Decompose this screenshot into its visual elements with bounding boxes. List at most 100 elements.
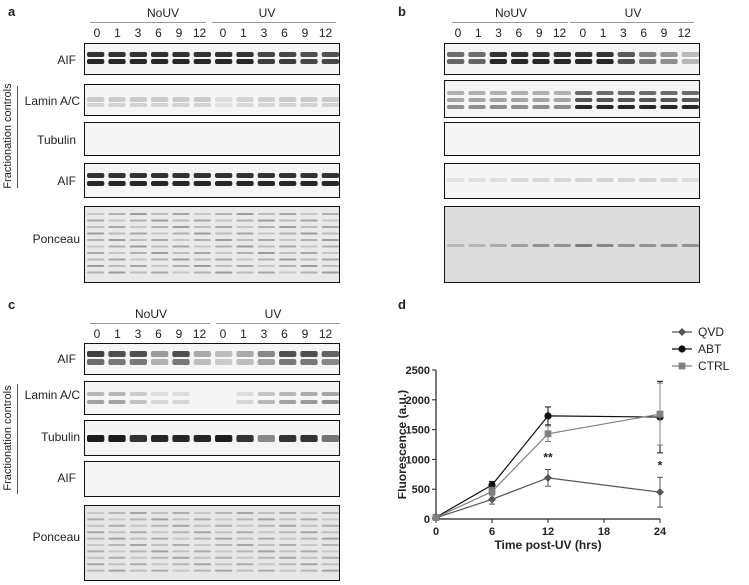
blot-band [257,556,275,559]
lane-label: 0 [93,26,101,40]
blot-band [257,239,275,241]
blot-band [236,97,254,102]
blot-band [532,98,550,102]
blot-band [87,537,105,540]
blot-band [257,181,275,186]
blot-band [575,91,593,95]
blot-band [129,258,147,261]
lane-label: 6 [515,26,523,40]
blot-band [300,563,318,566]
lane-label: 3 [620,26,627,40]
blot-band [300,181,318,186]
blot-band [553,91,571,95]
blot-band [236,400,254,404]
blot-band [215,181,233,186]
panel-a-blot-lamin [84,84,340,116]
blot-band [193,569,211,572]
blot-band [193,265,211,267]
blot-band [447,98,465,102]
blot-band [172,265,190,267]
blot-band [193,537,211,540]
blot-band [129,537,147,540]
blot-band [321,435,339,442]
blot-band [321,569,339,572]
blot-band [172,544,190,546]
blot-band [193,556,211,559]
blot-band [321,226,339,228]
blot-band [279,181,297,186]
blot-band [108,213,126,215]
blot-band [300,226,318,228]
legend-label: QVD [698,325,724,339]
blot-band [108,265,126,267]
blot-band [639,59,657,64]
blot-band [193,550,211,553]
blot-band [511,52,529,57]
blot-band [87,232,105,235]
blot-band [257,52,275,57]
blot-band [129,518,147,521]
y-axis-label: Fluorescence (a.u.) [398,390,409,499]
blot-band [468,91,486,95]
panel-c-noUV-line [90,323,210,324]
blot-band [321,563,339,566]
blot-band [236,265,254,267]
blot-band [193,544,211,546]
blot-band [129,252,147,254]
blot-band [279,563,297,566]
blot-band [193,97,211,102]
blot-band [257,103,275,107]
blot-band [193,435,211,442]
blot-band [215,537,233,540]
lane-label: 0 [219,26,227,40]
blot-band [279,351,297,357]
blot-band [596,105,614,109]
blot-band [172,59,190,64]
blot-band [108,392,126,396]
blot-band [257,258,275,261]
blot-band [321,103,339,107]
blot-band [151,537,169,540]
blot-band [151,271,169,274]
blot-band [639,52,657,57]
panel-a-row-lamin: Lamin A/C [24,94,80,108]
blot-band [108,550,126,553]
blot-band [108,531,126,534]
blot-band [172,213,190,215]
blot-band [300,512,318,514]
blot-band [151,226,169,228]
series-line-qvd [435,477,661,519]
blot-band [215,97,233,102]
blot-band [215,512,233,514]
blot-band [279,524,297,527]
blot-band [215,213,233,215]
panel-a-row-tubulin: Tubulin [37,133,76,147]
blot-band [447,91,465,95]
blot-band [236,181,254,186]
blot-band [129,392,147,396]
lane-label: 1 [240,327,247,341]
blot-band [129,512,147,514]
blot-band [321,239,339,241]
blot-band [511,105,529,109]
lane-label: 3 [495,26,502,40]
blot-band [489,105,507,109]
blot-band [215,569,233,572]
blot-band [468,52,486,57]
blot-band [279,226,297,228]
panel-c-row-aif: AIF [57,352,76,366]
blot-band [257,550,275,553]
panel-b-UV-label: UV [624,6,642,20]
panel-b-noUV-label: NoUV [494,6,527,20]
blot-band [236,226,254,228]
panel-a-blot-ponceau [84,206,340,283]
blot-band [321,359,339,365]
blot-band [279,531,297,534]
blot-band [87,569,105,572]
blot-band [321,531,339,534]
blot-band [193,181,211,186]
blot-band [236,512,254,514]
blot-band [617,105,635,109]
blot-band [172,351,190,357]
blot-band [108,537,126,540]
